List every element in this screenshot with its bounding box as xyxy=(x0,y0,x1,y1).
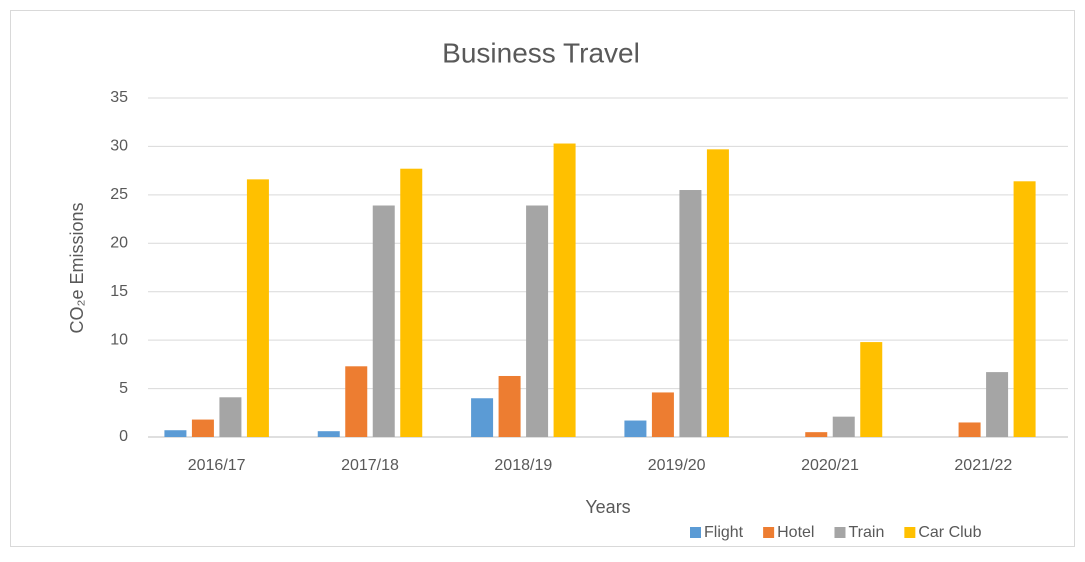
legend-label: Hotel xyxy=(777,524,814,541)
bar xyxy=(246,179,269,438)
bar xyxy=(400,168,423,437)
y-tick-label: 25 xyxy=(110,186,128,203)
bar xyxy=(805,432,828,437)
bar xyxy=(624,420,647,437)
x-tick-label: 2017/18 xyxy=(341,457,399,474)
y-tick-label: 35 xyxy=(110,89,128,106)
y-axis-label: CO₂e Emissions xyxy=(67,202,87,333)
bar xyxy=(1013,181,1036,437)
legend-swatch xyxy=(763,527,775,538)
legend-label: Flight xyxy=(704,524,744,541)
bar xyxy=(832,416,855,437)
y-tick-label: 10 xyxy=(110,331,128,348)
bar xyxy=(191,419,214,437)
y-tick-label: 15 xyxy=(110,283,128,300)
chart-title: Business Travel xyxy=(442,37,640,68)
bar xyxy=(679,190,702,437)
y-tick-label: 0 xyxy=(119,428,128,445)
x-tick-label: 2018/19 xyxy=(494,457,552,474)
legend-swatch xyxy=(690,527,701,538)
bar xyxy=(651,392,674,437)
y-tick-label: 20 xyxy=(110,235,128,252)
bar xyxy=(471,398,494,437)
bar xyxy=(860,342,883,437)
legend-swatch xyxy=(834,527,846,538)
x-tick-label: 2021/22 xyxy=(954,457,1012,474)
x-tick-label: 2019/20 xyxy=(648,457,706,474)
bar xyxy=(986,372,1009,437)
bar xyxy=(164,430,187,437)
legend-label: Train xyxy=(848,524,884,541)
x-tick-label: 2020/21 xyxy=(801,457,859,474)
bar xyxy=(219,397,242,437)
bar xyxy=(706,149,729,437)
y-tick-label: 30 xyxy=(110,138,128,155)
legend-swatch xyxy=(904,527,916,538)
bar xyxy=(372,205,395,437)
legend-label: Car Club xyxy=(918,524,981,541)
x-tick-label: 2016/17 xyxy=(188,457,246,474)
bar xyxy=(553,143,576,437)
x-axis-label: Years xyxy=(585,497,630,517)
y-tick-label: 5 xyxy=(119,380,128,397)
bar xyxy=(958,422,981,437)
bar xyxy=(317,431,340,437)
bar xyxy=(498,375,521,437)
bar xyxy=(526,205,549,437)
bar xyxy=(345,366,368,437)
